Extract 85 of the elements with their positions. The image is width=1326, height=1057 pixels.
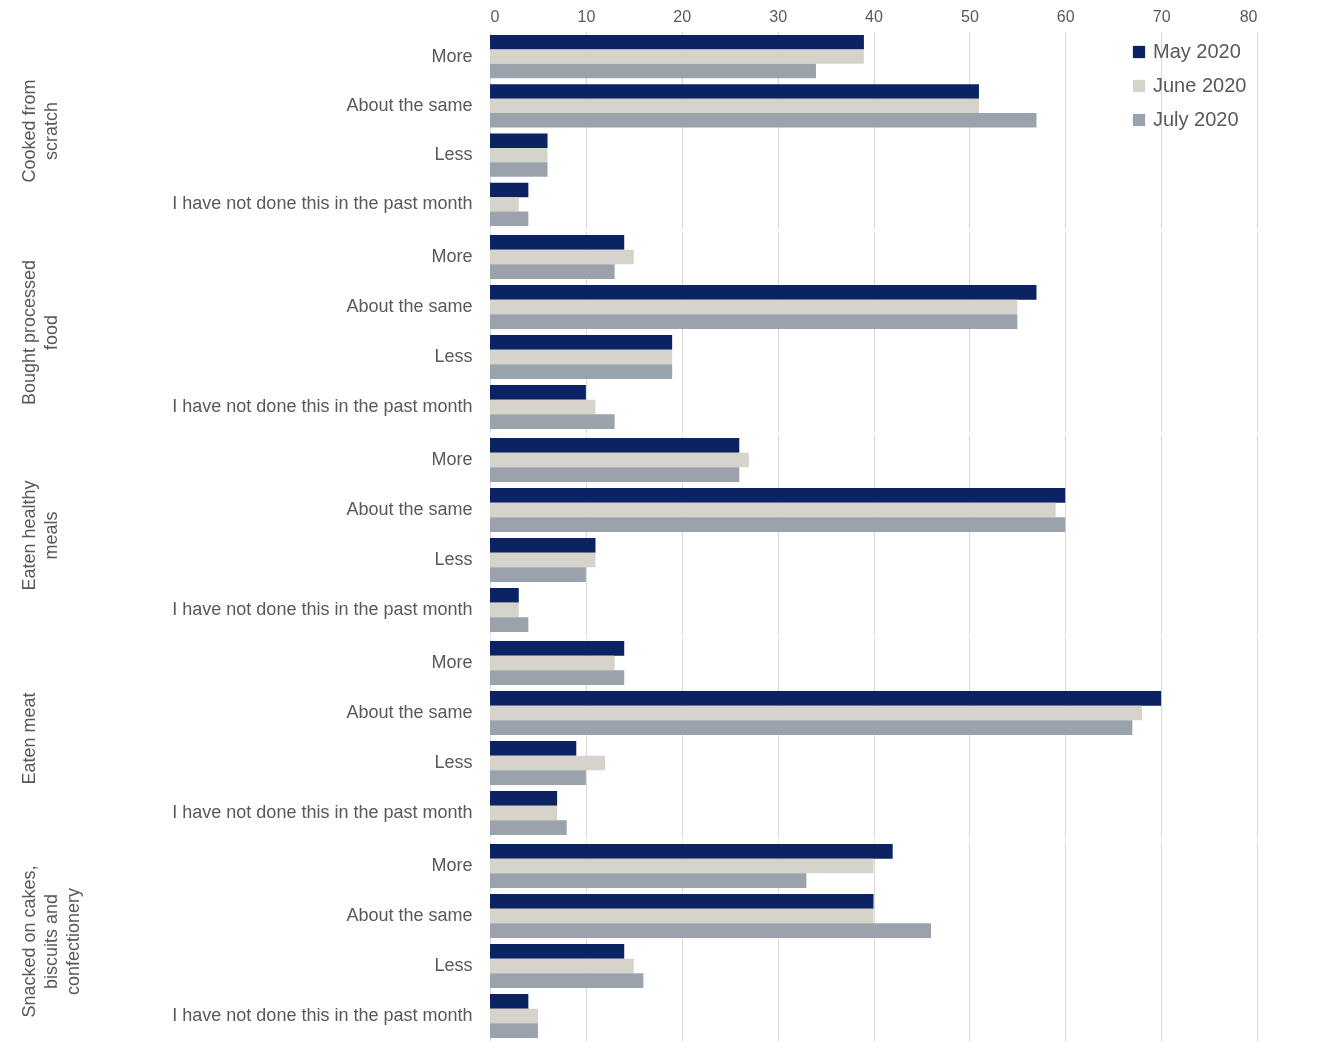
bar — [490, 894, 874, 909]
bar — [490, 502, 1056, 518]
y-tick-label: I have not done this in the past month — [172, 193, 473, 214]
y-tick-label: Less — [434, 346, 473, 366]
bar — [490, 755, 606, 771]
x-tick-label: 20 — [673, 7, 692, 25]
bar — [490, 602, 519, 618]
y-axis-title: Bought processed food — [18, 259, 61, 406]
x-tick-label: 70 — [1152, 7, 1171, 25]
bar — [490, 335, 673, 350]
bar — [490, 438, 740, 453]
bar — [490, 994, 529, 1009]
y-tick-label: About the same — [346, 499, 473, 519]
legend-label: July 2020 — [1153, 108, 1239, 130]
x-tick-label: 60 — [1056, 7, 1075, 25]
bar — [490, 705, 1142, 721]
bar — [490, 1023, 538, 1038]
bar — [490, 691, 1162, 706]
y-tick-label: More — [431, 449, 473, 469]
y-axis-title: Eaten healthy meals — [18, 480, 61, 591]
bar — [490, 873, 807, 888]
y-tick-label: Less — [434, 549, 473, 569]
y-tick-label: Less — [434, 955, 473, 975]
bar — [490, 414, 615, 429]
bar — [490, 399, 596, 415]
bar — [490, 908, 874, 924]
bar — [490, 538, 596, 553]
bar — [490, 944, 625, 959]
x-tick-label: 0 — [490, 7, 500, 25]
bar — [490, 820, 567, 835]
y-tick-label: More — [431, 45, 473, 66]
bar — [490, 364, 673, 379]
bar — [490, 517, 1066, 532]
bar — [490, 655, 615, 671]
y-tick-label: More — [431, 246, 473, 266]
bar — [490, 285, 1037, 300]
x-tick-label: 80 — [1239, 7, 1258, 25]
legend-label: May 2020 — [1153, 40, 1241, 62]
bar — [490, 720, 1133, 735]
bar — [490, 299, 1018, 315]
bar — [490, 844, 893, 859]
bar — [490, 249, 634, 265]
bar — [490, 670, 625, 685]
legend-label: June 2020 — [1153, 74, 1247, 96]
bar — [490, 791, 558, 806]
x-tick-label: 50 — [960, 7, 979, 25]
y-tick-label: More — [431, 652, 473, 672]
y-tick-label: About the same — [346, 296, 473, 316]
bar — [490, 467, 740, 482]
x-tick-label: 30 — [769, 7, 788, 25]
bar — [490, 973, 644, 988]
y-tick-label: About the same — [346, 905, 473, 925]
bar — [490, 264, 615, 279]
bar — [490, 1008, 538, 1024]
bar — [490, 452, 749, 468]
bar — [490, 958, 634, 974]
x-tick-label: 10 — [577, 7, 596, 25]
y-tick-label: About the same — [346, 702, 473, 722]
y-tick-label: About the same — [346, 94, 473, 115]
bar — [490, 805, 558, 821]
x-tick-label: 40 — [865, 7, 883, 25]
bar — [490, 858, 874, 874]
bar — [490, 641, 625, 656]
bar — [490, 235, 625, 250]
bar — [490, 314, 1018, 329]
y-axis-title: Eaten meat — [18, 692, 39, 785]
bar — [490, 923, 932, 938]
y-tick-label: I have not done this in the past month — [172, 1005, 473, 1025]
y-tick-label: I have not done this in the past month — [172, 599, 473, 619]
bar — [490, 588, 519, 603]
bar — [490, 349, 673, 365]
bar — [490, 770, 586, 785]
y-tick-label: Less — [434, 752, 473, 772]
y-tick-label: I have not done this in the past month — [172, 396, 473, 416]
bar — [490, 552, 596, 568]
bar — [490, 385, 586, 400]
y-tick-label: More — [431, 855, 473, 875]
y-axis-title: Cooked from scratch — [18, 79, 61, 183]
bar — [490, 741, 577, 756]
y-tick-label: I have not done this in the past month — [172, 802, 473, 822]
y-tick-label: Less — [434, 144, 473, 165]
bar — [490, 488, 1066, 503]
bar — [490, 567, 586, 582]
y-axis-title: Snacked on cakes, biscuits and confectionery — [18, 865, 83, 1018]
bar — [490, 617, 529, 632]
